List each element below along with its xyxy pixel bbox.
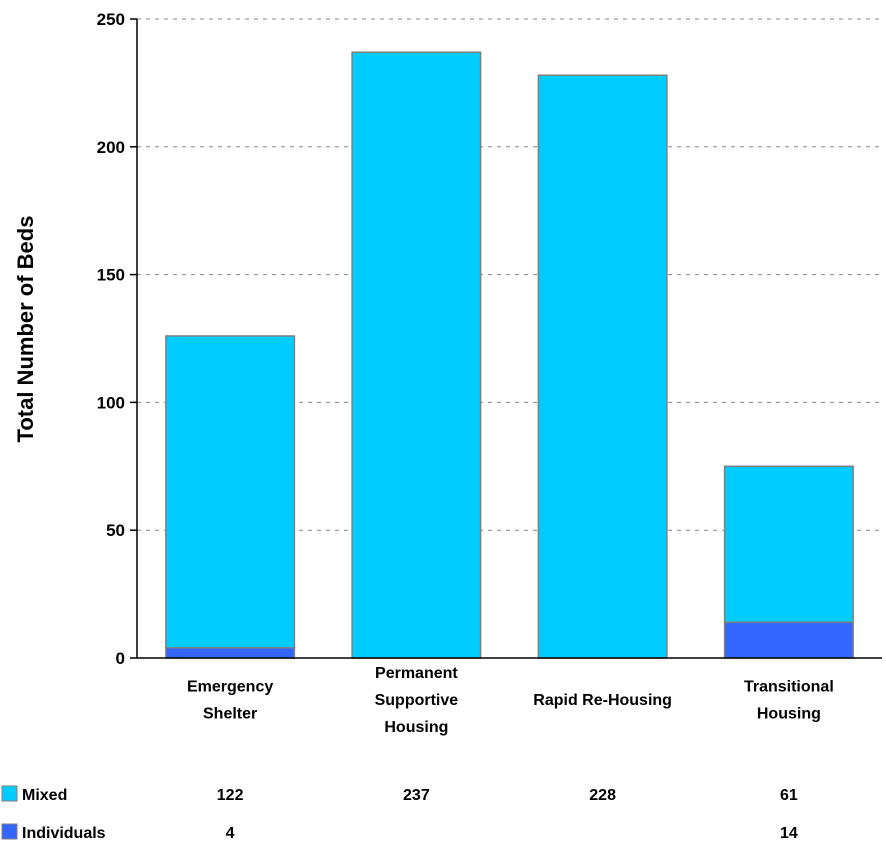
y-tick-label-250: 250 (97, 10, 125, 29)
table-value-individuals-0: 4 (226, 825, 235, 842)
bar-mixed-2 (537, 74, 668, 659)
category-labels: Emergency Shelter Permanent Supportive Housi… (187, 665, 834, 736)
y-tick-labels: 0 50 100 150 200 250 (97, 10, 125, 668)
bar-individuals-0 (165, 647, 296, 659)
gridlines (137, 18, 882, 531)
bars (165, 51, 854, 659)
category-label-1-1: Supportive (375, 692, 459, 709)
axes (130, 18, 882, 659)
bar-mixed-1 (351, 51, 482, 659)
table-value-mixed-0: 122 (217, 787, 244, 804)
bar-mixed-3 (723, 465, 854, 623)
table-value-individuals-3: 14 (780, 825, 798, 842)
legend-swatch-individuals (1, 823, 18, 840)
category-label-3-0: Transitional (744, 679, 834, 696)
legend-swatch-mixed (1, 785, 18, 802)
y-tick-label-0: 0 (116, 649, 125, 668)
y-tick-label-50: 50 (106, 521, 125, 540)
y-tick-label-200: 200 (97, 138, 125, 157)
category-label-1-0: Permanent (375, 665, 458, 682)
category-label-0-0: Emergency (187, 679, 273, 696)
y-axis-label: Total Number of Beds (13, 216, 38, 443)
table-value-mixed-2: 228 (589, 787, 616, 804)
category-label-0-1: Shelter (203, 706, 257, 723)
table-value-mixed-1: 237 (403, 787, 430, 804)
y-tick-label-100: 100 (97, 393, 125, 412)
legend-label-individuals: Individuals (22, 825, 106, 842)
bar-individuals-3 (723, 621, 854, 659)
data-table: Mixed 122 237 228 61 Individuals 4 14 (1, 785, 798, 842)
bar-mixed-0 (165, 335, 296, 649)
legend-label-mixed: Mixed (22, 787, 67, 804)
category-label-3-1: Housing (757, 706, 821, 723)
category-label-2-0: Rapid Re-Housing (533, 692, 672, 709)
category-label-1-2: Housing (384, 719, 448, 736)
y-tick-label-150: 150 (97, 266, 125, 285)
table-value-mixed-3: 61 (780, 787, 798, 804)
